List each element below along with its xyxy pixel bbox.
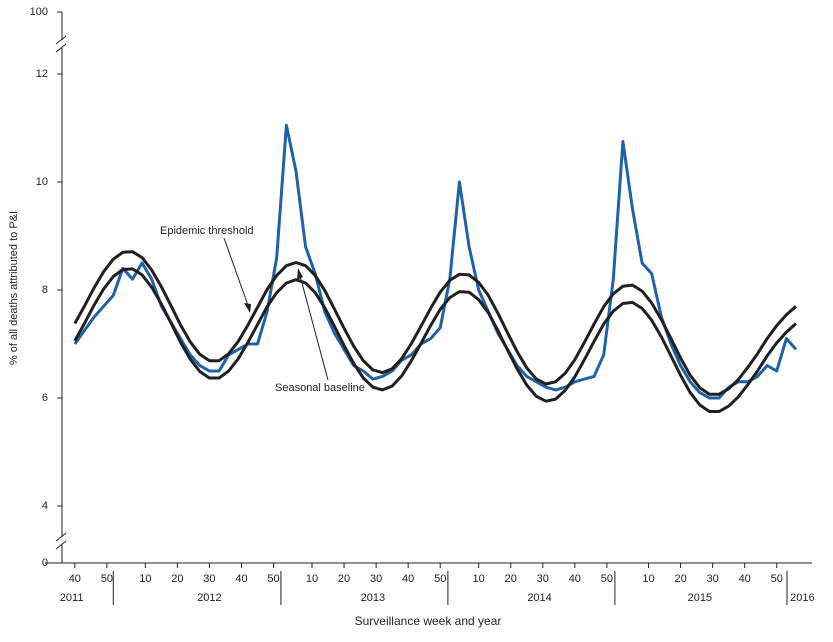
x-tick-label: 30 [370, 573, 382, 585]
arrowhead [297, 268, 303, 280]
x-tick-label: 40 [402, 573, 414, 585]
y-tick-label: 10 [36, 176, 48, 188]
series-line [73, 123, 798, 400]
y-tick-label: 6 [42, 392, 48, 404]
x-tick-label: 40 [739, 573, 751, 585]
x-tick-label: 30 [203, 573, 215, 585]
year-label: 2015 [688, 592, 712, 604]
year-label: 2014 [527, 592, 551, 604]
x-axis-label: Surveillance week and year [355, 614, 502, 628]
annotation-arrow [223, 237, 251, 312]
axis-break [55, 540, 67, 550]
y-tick-label: 0 [42, 557, 48, 569]
x-tick-label: 50 [101, 573, 113, 585]
year-label: 2013 [361, 592, 385, 604]
x-tick-label: 50 [434, 573, 446, 585]
x-tick-label: 10 [642, 573, 654, 585]
year-label: 2011 [60, 592, 84, 604]
y-tick-label: 12 [36, 68, 48, 80]
x-tick-label: 20 [674, 573, 686, 585]
arrowhead [244, 303, 251, 313]
x-tick-label: 40 [69, 573, 81, 585]
series-line [73, 250, 798, 396]
annotation-arrow [298, 271, 329, 381]
series-line [73, 267, 798, 413]
x-tick-label: 40 [569, 573, 581, 585]
y-axis-label: % of all deaths attributed to P&I [8, 211, 20, 365]
x-tick-label: 50 [771, 573, 783, 585]
x-tick-label: 10 [306, 573, 318, 585]
x-tick-label: 20 [171, 573, 183, 585]
x-tick-label: 30 [537, 573, 549, 585]
x-tick-label: 10 [139, 573, 151, 585]
year-label: 2012 [197, 592, 221, 604]
y-tick-label: 4 [42, 500, 48, 512]
annotation: Seasonal baseline [275, 382, 365, 394]
y-tick-label: 100 [30, 6, 48, 18]
x-tick-label: 50 [601, 573, 613, 585]
x-tick-label: 10 [473, 573, 485, 585]
annotation: Epidemic threshold [160, 225, 254, 237]
x-tick-label: 50 [267, 573, 279, 585]
x-tick-label: 20 [338, 573, 350, 585]
axis-break [55, 532, 67, 542]
axes [45, 12, 812, 564]
axis-break [55, 43, 67, 53]
axis-break [55, 35, 67, 45]
year-label: 2016 [790, 592, 814, 604]
x-tick-label: 40 [235, 573, 247, 585]
y-tick-label: 8 [42, 284, 48, 296]
x-tick-label: 20 [505, 573, 517, 585]
x-tick-label: 30 [707, 573, 719, 585]
